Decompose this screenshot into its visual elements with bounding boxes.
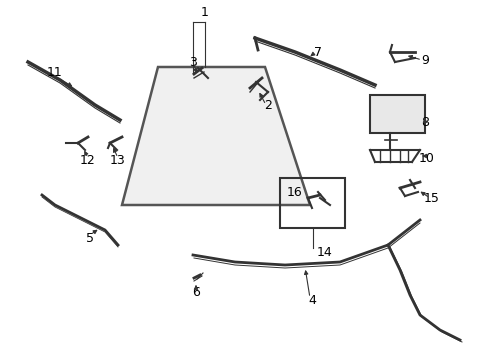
Text: 15: 15 [423,192,439,204]
Text: 11: 11 [47,66,63,78]
Text: 4: 4 [307,293,315,306]
Text: 13: 13 [110,153,125,166]
Text: 3: 3 [189,55,197,68]
Text: 7: 7 [313,45,321,59]
Text: 16: 16 [286,185,302,198]
Text: 9: 9 [420,54,428,67]
Text: 2: 2 [264,99,271,112]
Text: 12: 12 [80,153,96,166]
Text: 5: 5 [86,231,94,244]
Bar [369,95,424,133]
Text: 8: 8 [420,116,428,129]
Bar [280,178,345,228]
Text: 10: 10 [418,152,434,165]
Text: 1: 1 [201,5,208,18]
Text: 6: 6 [192,285,200,298]
Text: 14: 14 [317,246,332,258]
Polygon shape [122,67,309,205]
